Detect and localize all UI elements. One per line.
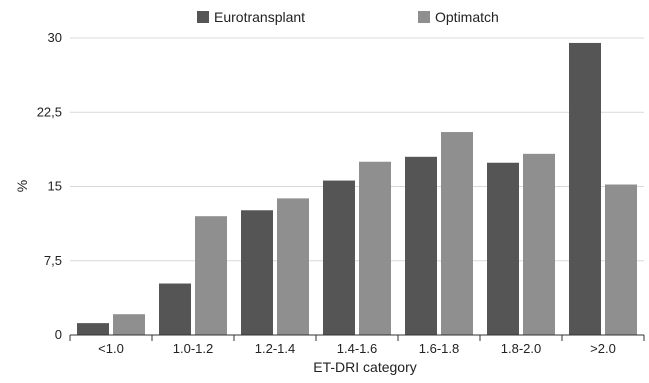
axes: 0 7,5 15 22,5 30 <1.0 1.0-1.2 1.2-1.4 1.4-1.6 1.6… [37,30,645,356]
bar-eurotransplant-2 [241,210,273,335]
x-tick-label: 1.6-1.8 [419,341,459,356]
legend-label-optimatch: Optimatch [435,9,499,25]
bar-eurotransplant-6 [569,42,601,335]
bar-eurotransplant-1 [159,283,191,335]
bar-optimatch-1 [195,216,227,335]
x-tick-label: >2.0 [590,341,616,356]
bar-optimatch-5 [523,153,555,335]
y-axis-label: % [14,180,30,192]
bars [77,42,637,335]
y-tick-label: 15 [48,179,62,194]
y-tick-label: 22,5 [37,104,62,119]
bar-optimatch-4 [441,132,473,335]
y-tick-label: 0 [55,327,62,342]
bar-eurotransplant-3 [323,180,355,335]
y-tick-label: 7,5 [44,253,62,268]
legend-swatch-optimatch [418,11,430,23]
bar-optimatch-0 [113,314,145,335]
bar-optimatch-6 [605,184,637,335]
y-tick-label: 30 [48,30,62,45]
x-tick-label: 1.4-1.6 [337,341,377,356]
gridlines [70,37,644,262]
legend-swatch-eurotransplant [197,11,209,23]
x-axis-label: ET-DRI category [313,359,416,375]
x-tick-label: 1.0-1.2 [173,341,213,356]
legend: Eurotransplant Optimatch [197,9,499,25]
x-tick-label: 1.8-2.0 [501,341,541,356]
bar-eurotransplant-4 [405,156,437,335]
bar-optimatch-3 [359,161,391,335]
x-tick-label: 1.2-1.4 [255,341,295,356]
legend-label-eurotransplant: Eurotransplant [214,9,305,25]
x-tick-label: <1.0 [98,341,124,356]
bar-optimatch-2 [277,198,309,335]
bar-eurotransplant-5 [487,162,519,335]
bar-eurotransplant-0 [77,323,109,335]
